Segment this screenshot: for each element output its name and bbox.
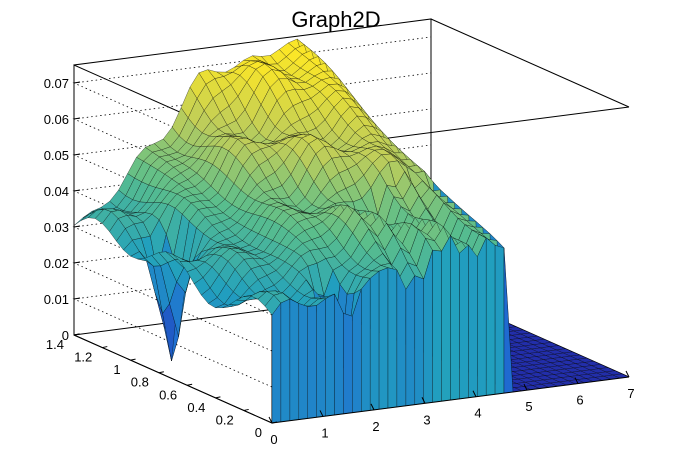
surface-skirt xyxy=(308,306,317,419)
surface-skirt xyxy=(495,245,504,394)
y-tick-mark xyxy=(215,397,220,398)
x-tick-label: 0 xyxy=(270,432,277,447)
surface-skirt xyxy=(397,270,406,407)
y-tick-mark xyxy=(187,384,192,385)
z-tick-label: 0.05 xyxy=(44,148,69,163)
surface-skirt xyxy=(459,245,468,399)
y-tick-mark xyxy=(159,372,164,373)
y-tick-mark xyxy=(102,347,107,348)
x-tick-label: 2 xyxy=(372,419,379,434)
surface-skirt xyxy=(335,294,344,415)
y-tick-label: 0 xyxy=(255,425,262,440)
surface-skirt xyxy=(442,235,451,401)
y-axis-ticks: 0 0.2 0.4 0.6 0.8 1 1.2 1.4 xyxy=(46,334,277,440)
y-tick-label: 1.2 xyxy=(74,350,92,365)
surface-skirt xyxy=(379,268,388,410)
z-tick-label: 0.03 xyxy=(44,220,69,235)
x-tick-label: 1 xyxy=(321,425,328,440)
surface-skirt xyxy=(504,248,513,393)
surface-skirt xyxy=(415,276,424,405)
z-tick-label: 0.04 xyxy=(44,184,69,199)
z-tick-mark xyxy=(74,262,80,263)
y-tick-label: 0.8 xyxy=(131,375,149,390)
x-tick-label: 6 xyxy=(576,393,583,408)
z-tick-label: 0.07 xyxy=(44,76,69,91)
surface-skirt xyxy=(388,268,397,408)
surface-skirt xyxy=(406,276,415,406)
surface-skirt xyxy=(486,238,495,396)
surface-skirt xyxy=(477,238,486,397)
top-right-edge xyxy=(431,19,629,107)
surface-skirt xyxy=(343,313,352,414)
y-tick-label: 1 xyxy=(113,362,120,377)
y-tick-label: 0.4 xyxy=(187,400,205,415)
surface-skirt xyxy=(361,278,370,411)
surface-skirt xyxy=(317,299,326,418)
z-tick-mark xyxy=(74,226,80,227)
surface-skirt xyxy=(272,303,281,423)
z-tick-mark xyxy=(74,190,80,191)
z-tick-label: 0.06 xyxy=(44,112,69,127)
x-tick-label: 3 xyxy=(423,412,430,427)
surface-skirt xyxy=(451,235,460,400)
y-tick-mark xyxy=(131,359,136,360)
z-tick-label: 0.01 xyxy=(44,292,69,307)
x-tick-label: 5 xyxy=(525,399,532,414)
z-tick-label: 0.02 xyxy=(44,256,69,271)
y-tick-label: 0.2 xyxy=(216,412,234,427)
chart-title: Graph2D xyxy=(291,7,380,32)
x-tick-label: 7 xyxy=(627,386,634,401)
surface-skirt xyxy=(468,245,477,398)
surface-skirt xyxy=(433,250,442,402)
z-tick-mark xyxy=(74,82,80,83)
surface-skirt xyxy=(299,304,308,420)
y-tick-label: 0.6 xyxy=(159,387,177,402)
surface-skirt xyxy=(370,271,379,410)
z-axis-ticks: 00.010.020.030.040.050.060.07 xyxy=(44,76,80,343)
y-tick-mark xyxy=(244,409,249,410)
z-tick-mark xyxy=(74,154,80,155)
surface-skirt xyxy=(281,299,290,422)
y-tick-label: 1.4 xyxy=(46,337,64,352)
surface-mesh xyxy=(74,39,629,423)
z-tick-mark xyxy=(74,298,80,299)
z-tick-mark xyxy=(74,118,80,119)
surface-skirt xyxy=(290,299,299,421)
x-tick-label: 4 xyxy=(474,406,481,421)
surface-skirt xyxy=(326,294,335,416)
